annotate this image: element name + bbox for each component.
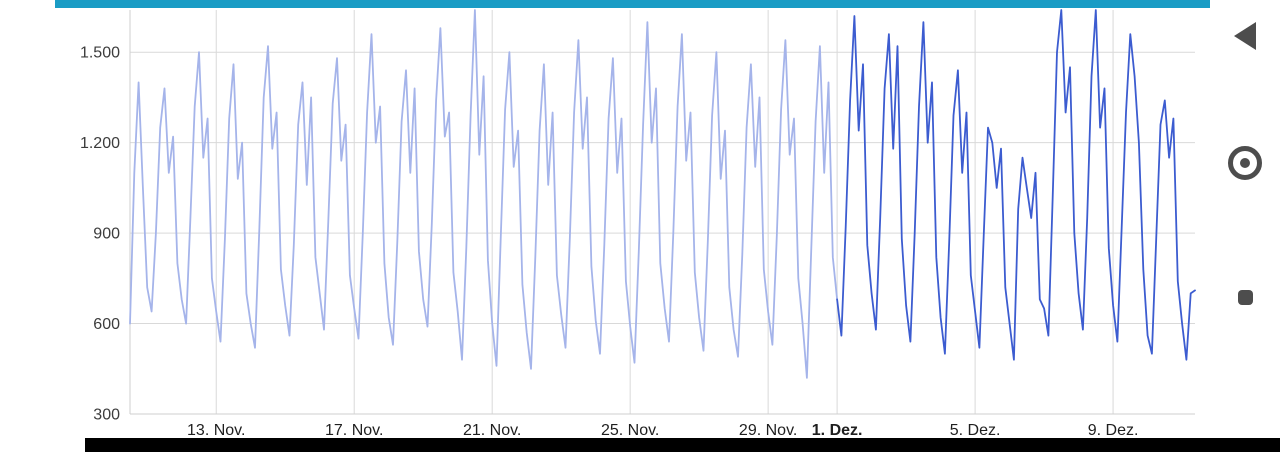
recents-square-icon <box>1237 290 1253 305</box>
x-axis-label: 5. Dez. <box>950 422 1001 439</box>
line-chart[interactable]: 300 600 900 1.200 1.500 13. Nov. 17. Nov. 21. N… <box>0 0 1210 452</box>
x-axis-label: 13. Nov. <box>187 422 245 439</box>
x-axis-label: 29. Nov. <box>739 422 797 439</box>
bottom-black-bar <box>85 438 1280 452</box>
home-button[interactable] <box>1210 146 1280 180</box>
x-axis-label: 1. Dez. <box>812 422 863 439</box>
x-axis-label: 9. Dez. <box>1088 422 1139 439</box>
series-dezember-line <box>836 9 1196 361</box>
android-navigation-bar <box>1210 0 1280 452</box>
y-axis-label: 1.200 <box>80 135 120 152</box>
series-november-line <box>129 9 838 379</box>
y-axis-label: 900 <box>93 226 120 243</box>
x-axis-label: 17. Nov. <box>325 422 383 439</box>
home-circle-icon <box>1228 146 1262 180</box>
y-axis-label: 1.500 <box>80 45 120 62</box>
app-accent-bar <box>55 0 1210 8</box>
recents-button[interactable] <box>1210 290 1280 305</box>
y-axis-label: 300 <box>93 407 120 424</box>
y-axis-label: 600 <box>93 316 120 333</box>
back-button[interactable] <box>1210 22 1280 50</box>
x-axis-label: 21. Nov. <box>463 422 521 439</box>
back-triangle-icon <box>1234 22 1256 50</box>
x-axis-label: 25. Nov. <box>601 422 659 439</box>
